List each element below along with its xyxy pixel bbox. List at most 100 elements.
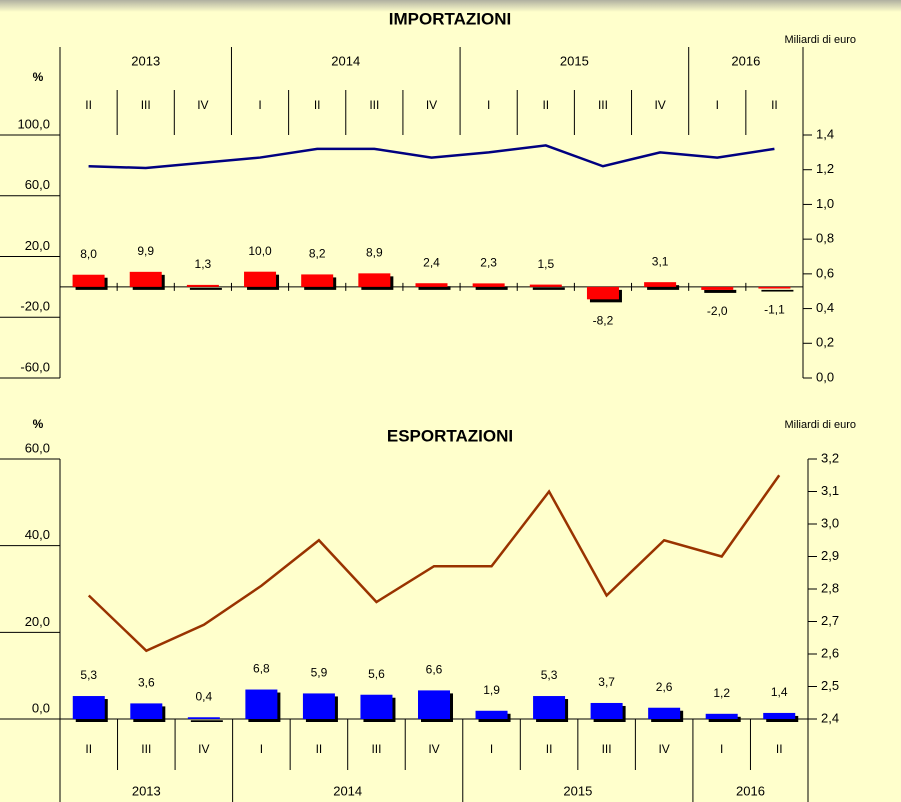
- bar-shadow: [761, 289, 794, 292]
- x-tick-label: III: [369, 98, 379, 112]
- x-tick-label: IV: [197, 98, 208, 112]
- bar: [590, 702, 623, 719]
- y2-tick-label: 2,4: [821, 710, 839, 725]
- x-tick-label: I: [716, 98, 719, 112]
- data-label: 1,5: [537, 257, 554, 271]
- x-tick-label: III: [371, 742, 381, 756]
- y-axis-label: %: [33, 417, 44, 431]
- bar: [705, 713, 738, 719]
- x-tick-label: IV: [658, 742, 669, 756]
- bar: [186, 284, 219, 287]
- y2-tick-label: 2,6: [821, 645, 839, 660]
- bar: [758, 286, 791, 289]
- top-band: [0, 0, 901, 12]
- y-tick-label: 40,0: [25, 527, 50, 542]
- x-group-label: 2015: [560, 53, 589, 68]
- x-tick-label: II: [85, 742, 92, 756]
- data-label: 0,4: [196, 689, 213, 703]
- y-axis-label: %: [33, 70, 44, 84]
- x-tick-label: I: [490, 742, 493, 756]
- x-tick-label: III: [141, 98, 151, 112]
- y2-tick-label: 1,0: [816, 196, 834, 211]
- data-label: 1,4: [771, 685, 788, 699]
- data-label: 1,3: [195, 257, 212, 271]
- bar: [644, 282, 677, 287]
- y2-tick-label: 2,7: [821, 613, 839, 628]
- data-label: 5,6: [368, 667, 385, 681]
- bar: [701, 286, 734, 290]
- y2-tick-label: 0,4: [816, 300, 834, 315]
- bar: [586, 286, 619, 300]
- x-tick-label: IV: [654, 98, 665, 112]
- y2-tick-label: 2,5: [821, 678, 839, 693]
- bar: [360, 694, 393, 719]
- y-tick-label: 0,0: [32, 700, 50, 715]
- bar: [529, 284, 562, 287]
- y-tick-label: -20,0: [20, 299, 50, 314]
- bar-shadow: [532, 287, 565, 290]
- y2-tick-label: 1,4: [816, 126, 834, 141]
- y-tick-label: 20,0: [25, 238, 50, 253]
- x-group-label: 2016: [731, 53, 760, 68]
- y2-tick-label: 1,2: [816, 161, 834, 176]
- line: [88, 144, 775, 170]
- data-label: 2,3: [480, 256, 497, 270]
- x-group-label: 2014: [331, 53, 360, 68]
- bar: [358, 273, 391, 287]
- data-label: 5,9: [311, 666, 328, 680]
- bar-shadow: [475, 286, 508, 290]
- x-tick-label: IV: [426, 98, 437, 112]
- y2-tick-label: 0,2: [816, 335, 834, 350]
- x-tick-label: II: [314, 98, 321, 112]
- y2-axis-label: Miliardi di euro: [784, 34, 856, 46]
- bar-shadow: [708, 716, 741, 722]
- x-group-label: 2013: [131, 53, 160, 68]
- x-tick-label: II: [316, 742, 323, 756]
- bar-shadow: [418, 286, 451, 290]
- data-label: 5,3: [80, 668, 97, 682]
- bar: [129, 271, 162, 287]
- data-label: 9,9: [137, 244, 154, 258]
- bar: [415, 283, 448, 287]
- line: [87, 474, 781, 653]
- x-tick-label: I: [258, 98, 261, 112]
- y2-tick-label: 0,0: [816, 369, 834, 384]
- chart-title: ESPORTAZIONI: [387, 426, 513, 445]
- data-label: 6,6: [426, 663, 443, 677]
- bar-shadow: [704, 289, 737, 293]
- bar: [648, 707, 681, 719]
- x-group-label: 2013: [132, 783, 161, 798]
- x-tick-label: III: [141, 742, 151, 756]
- data-label: -1,1: [764, 303, 785, 317]
- data-label: -2,0: [707, 304, 728, 318]
- bar: [187, 717, 220, 719]
- data-label: 5,3: [541, 668, 558, 682]
- data-label: 8,9: [366, 246, 383, 260]
- x-group-label: 2014: [333, 783, 362, 798]
- chart-title: IMPORTAZIONI: [389, 9, 511, 28]
- data-label: 3,1: [652, 254, 669, 268]
- bar: [533, 696, 566, 719]
- x-group-label: 2015: [563, 783, 592, 798]
- x-tick-label: II: [776, 742, 783, 756]
- x-tick-label: II: [546, 742, 553, 756]
- data-label: 10,0: [248, 244, 272, 258]
- x-tick-label: IV: [198, 742, 209, 756]
- x-tick-label: I: [260, 742, 263, 756]
- y2-tick-label: 3,2: [821, 450, 839, 465]
- y-tick-label: 20,0: [25, 614, 50, 629]
- data-label: 1,2: [713, 686, 730, 700]
- bar-shadow: [189, 287, 222, 290]
- x-tick-label: I: [720, 742, 723, 756]
- y-tick-label: 100,0: [17, 116, 50, 131]
- data-label: 8,0: [80, 247, 97, 261]
- x-tick-label: II: [771, 98, 778, 112]
- data-label: 3,6: [138, 676, 155, 690]
- data-label: 8,2: [309, 247, 326, 261]
- x-tick-label: II: [542, 98, 549, 112]
- x-group-label: 2016: [736, 783, 765, 798]
- bar: [301, 274, 334, 287]
- data-label: 3,7: [598, 675, 615, 689]
- y-tick-label: 60,0: [25, 177, 50, 192]
